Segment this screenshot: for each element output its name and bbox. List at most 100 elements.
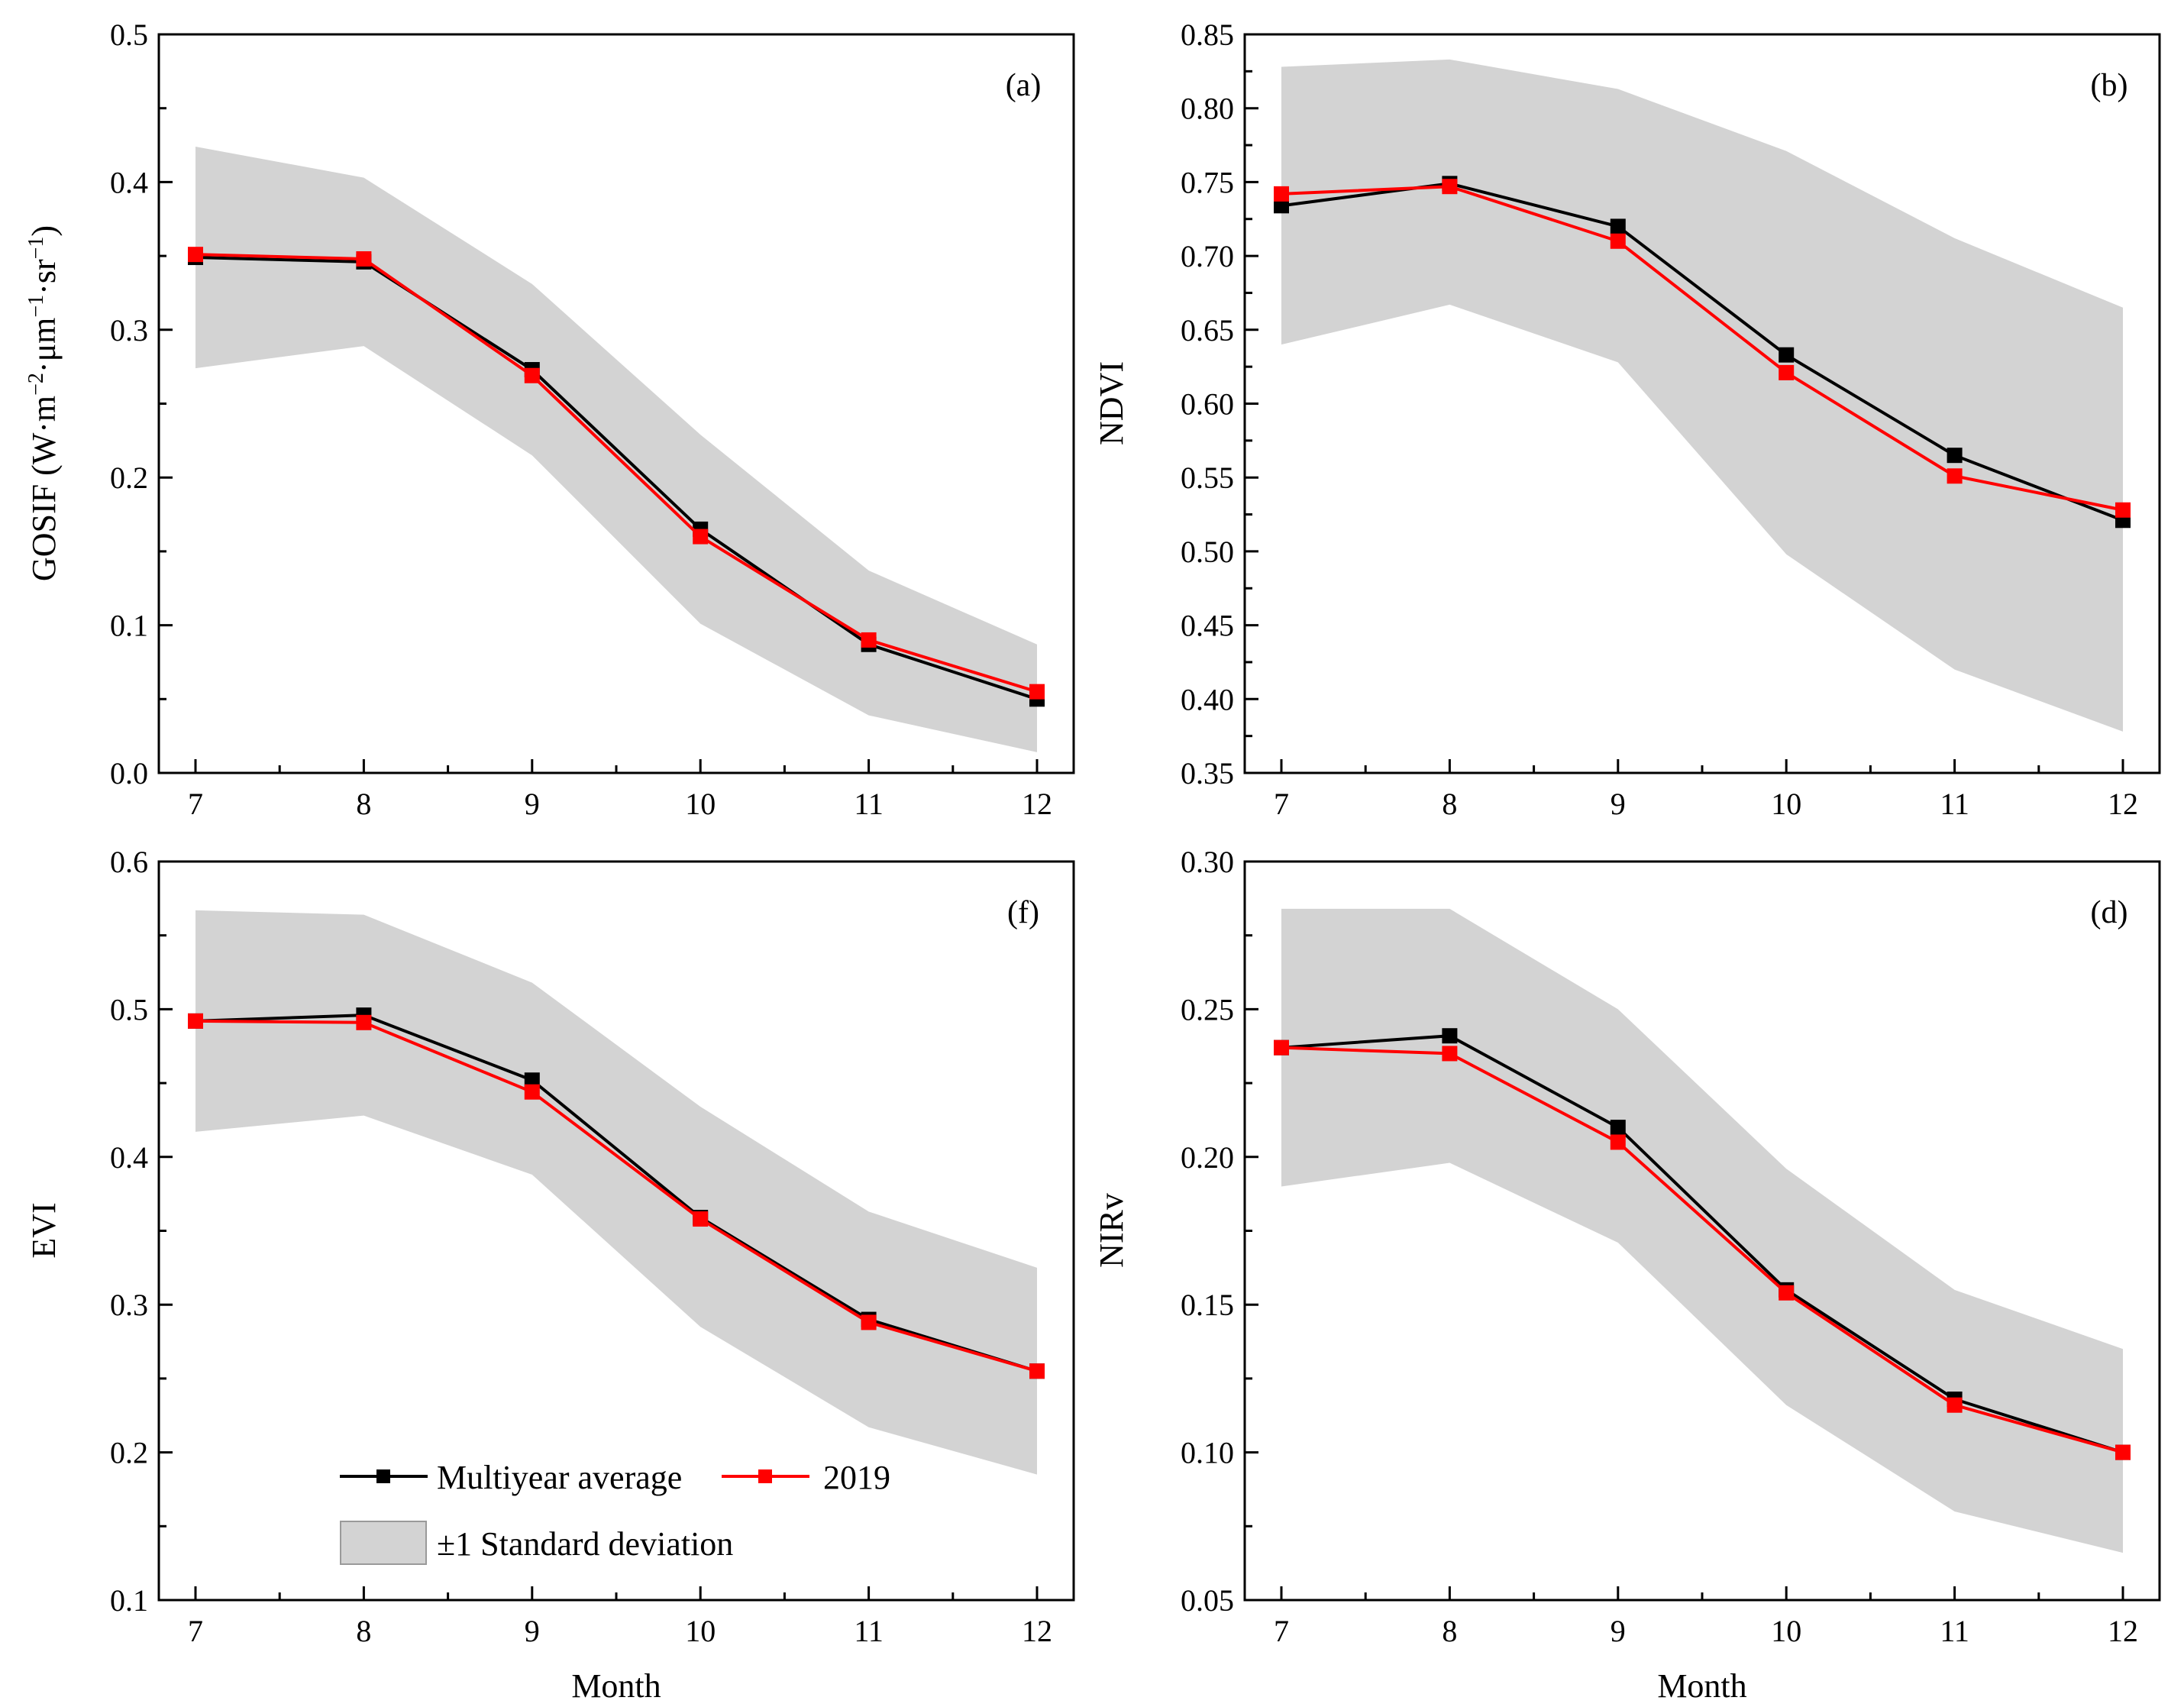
y-tick-label: 0.80 [1181, 92, 1234, 126]
year-point [524, 367, 540, 383]
multiyear-point [1610, 1120, 1626, 1136]
panel-f-xlabel: Month [571, 1667, 661, 1705]
panel-f-evi: 0.1 0.2 0.3 0.4 0.5 0.6 7 8 9 10 11 12 (f) EVI Mont… [25, 845, 1075, 1705]
y-tick-label: 0.70 [1181, 239, 1234, 273]
year-point [1779, 1285, 1795, 1301]
year-point [861, 632, 877, 648]
x-tick-label: 12 [2108, 787, 2138, 821]
multiyear-line [195, 1014, 1038, 1373]
x-tick-label: 12 [1022, 1614, 1052, 1648]
x-tick-label: 11 [854, 787, 884, 821]
year-point [2115, 502, 2131, 518]
y-tick-label: 0.4 [110, 165, 148, 199]
panel-a-ylabel-close: ) [25, 225, 63, 237]
x-tick-label: 8 [356, 787, 371, 821]
y-tick-label: 0.1 [110, 1583, 148, 1618]
x-tick-label: 11 [1940, 1614, 1969, 1648]
legend-multiyear-text: Multiyear average [437, 1459, 682, 1496]
panel-a-ylabel-sup3: −1 [24, 237, 48, 260]
x-tick-label: 11 [1940, 787, 1969, 821]
y-tick-label: 0.05 [1181, 1583, 1234, 1618]
x-tick-label: 7 [1274, 787, 1289, 821]
multiyear-point [1442, 1028, 1458, 1044]
x-tick-label: 9 [525, 787, 540, 821]
year-point [2115, 1444, 2131, 1460]
y-tick-label: 0.55 [1181, 461, 1234, 495]
panel-a-label: (a) [1006, 68, 1042, 103]
legend-year-text: 2019 [823, 1459, 890, 1496]
y-tick-label: 0.60 [1181, 387, 1234, 422]
x-tick-label: 7 [1274, 1614, 1289, 1648]
panel-a-gosif: 0.0 0.1 0.2 0.3 0.4 0.5 7 8 9 10 11 12 (a) GOSIF (W… [24, 18, 1075, 821]
x-tick-label: 10 [1771, 1614, 1801, 1648]
legend-std-swatch [340, 1521, 427, 1565]
year-point [1274, 1039, 1289, 1056]
std-band [195, 910, 1037, 1475]
y-tick-label: 0.50 [1181, 535, 1234, 569]
y-tick-label: 0.10 [1181, 1436, 1234, 1470]
legend-multiyear-marker [376, 1469, 390, 1483]
year-line [1281, 1046, 2124, 1454]
y-tick-label: 0.45 [1181, 609, 1234, 643]
y-tick-label: 0.2 [110, 461, 148, 495]
x-tick-label: 12 [2108, 1614, 2138, 1648]
legend: Multiyear average 2019 ±1 Standard devia… [340, 1459, 890, 1565]
multiyear-line [195, 256, 1038, 701]
year-point [1947, 468, 1963, 484]
y-tick-label: 0.3 [110, 1288, 148, 1322]
std-band [1281, 908, 2123, 1553]
panel-d-nirv: 0.05 0.10 0.15 0.20 0.25 0.30 7 8 9 10 11 12 (d) NI… [1093, 845, 2161, 1705]
panel-b-ndvi: 0.35 0.40 0.45 0.50 0.55 0.60 0.65 0.70 0.75 0.80… [1093, 18, 2161, 821]
year-point [1442, 179, 1458, 195]
year-point [1947, 1397, 1963, 1413]
std-band [1281, 59, 2123, 732]
year-point [1779, 364, 1795, 380]
y-tick-label: 0.0 [110, 756, 148, 790]
year-point [1029, 1363, 1045, 1379]
year-point [861, 1314, 877, 1330]
panel-f-ylabel: EVI [25, 1202, 63, 1258]
year-point [1274, 186, 1289, 202]
y-tick-label: 0.30 [1181, 845, 1234, 879]
y-tick-label: 0.3 [110, 313, 148, 348]
x-tick-label: 10 [685, 787, 716, 821]
multiyear-point [524, 1072, 540, 1088]
panel-d-label: (d) [2091, 895, 2128, 930]
y-tick-label: 0.5 [110, 992, 148, 1026]
y-tick-label: 0.65 [1181, 313, 1234, 348]
legend-std-text: ±1 Standard deviation [437, 1525, 733, 1563]
panel-a-ylabel: GOSIF (W·m−2·μm−1·sr−1) [24, 225, 63, 581]
year-point [693, 1211, 709, 1227]
year-line [195, 1019, 1038, 1373]
y-tick-label: 0.6 [110, 845, 148, 879]
x-tick-label: 8 [1442, 787, 1457, 821]
panel-a-ylabel-sup1: −2 [24, 373, 48, 396]
x-tick-label: 11 [854, 1614, 884, 1648]
y-tick-label: 0.75 [1181, 165, 1234, 199]
year-point [1610, 233, 1626, 249]
x-tick-label: 12 [1022, 787, 1052, 821]
x-tick-label: 9 [525, 1614, 540, 1648]
year-point [1442, 1046, 1458, 1062]
y-tick-label: 0.15 [1181, 1288, 1234, 1322]
x-tick-label: 10 [1771, 787, 1801, 821]
y-tick-label: 0.1 [110, 609, 148, 643]
x-tick-label: 7 [188, 787, 203, 821]
year-point [188, 1013, 203, 1029]
panel-a-ylabel-um: ·μm [25, 318, 63, 373]
y-tick-label: 0.40 [1181, 682, 1234, 716]
x-tick-label: 9 [1611, 787, 1626, 821]
year-line [195, 253, 1038, 693]
panel-d-ylabel: NIRv [1093, 1193, 1130, 1268]
legend-year-marker [758, 1469, 772, 1483]
year-point [1029, 684, 1045, 700]
panel-a-ylabel-sr: ·sr [25, 259, 63, 295]
x-tick-label: 8 [356, 1614, 371, 1648]
y-tick-label: 0.20 [1181, 1140, 1234, 1175]
multiyear-point [1274, 198, 1289, 214]
multiyear-point [1779, 347, 1795, 363]
x-tick-label: 10 [685, 1614, 716, 1648]
x-tick-label: 8 [1442, 1614, 1457, 1648]
panel-a-ylabel-sup2: −1 [24, 295, 48, 318]
